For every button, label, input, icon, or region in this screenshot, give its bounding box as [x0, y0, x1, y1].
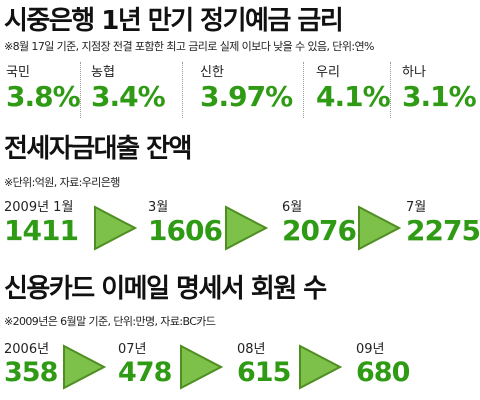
rate-value: 3.97% — [200, 80, 293, 113]
member-value: 478 — [118, 357, 172, 388]
period-label: 2009년 1월 — [4, 200, 74, 215]
deposit-rates-note: ※8월 17일 기준, 지점장 전결 포함한 최고 금리로 실제 이보다 낮을 … — [4, 40, 374, 53]
bank-name: 신한 — [200, 65, 224, 80]
bank-name: 국민 — [6, 65, 30, 80]
rate-value: 3.1% — [402, 80, 477, 113]
section-title-jeonse-loan: 전세자금대출 잔액 — [4, 134, 192, 164]
card-item-1: 2006년 358 — [4, 342, 58, 388]
member-value: 358 — [4, 357, 58, 388]
rate-item-nonghyup: 농협 3.4% — [91, 65, 166, 113]
divider — [182, 62, 183, 118]
year-label: 2006년 — [4, 342, 50, 357]
year-label: 09년 — [356, 342, 385, 357]
jeonse-item-4: 7월 2275 — [406, 201, 480, 245]
year-label: 08년 — [237, 342, 266, 357]
rate-value: 4.1% — [316, 80, 391, 113]
bank-name: 농협 — [91, 65, 115, 80]
divider — [390, 62, 391, 118]
jeonse-loan-note: ※단위:억원, 자료:우리은행 — [4, 176, 120, 189]
loan-value: 2076 — [282, 214, 357, 247]
card-email-note: ※2009년은 6월말 기준, 단위:만명, 자료:BC카드 — [4, 315, 216, 328]
arrow-right-icon — [299, 344, 342, 390]
arrow-right-icon — [358, 205, 401, 251]
rate-item-woori: 우리 4.1% — [316, 65, 391, 113]
section-title-card-email: 신용카드 이메일 명세서 회원 수 — [4, 274, 327, 304]
period-label: 7월 — [406, 200, 427, 215]
bank-name: 우리 — [316, 65, 340, 80]
member-value: 615 — [237, 357, 291, 388]
year-label: 07년 — [118, 342, 147, 357]
divider — [303, 62, 304, 118]
loan-value: 2275 — [406, 214, 480, 247]
card-item-3: 08년 615 — [237, 342, 291, 388]
arrow-right-icon — [225, 205, 268, 251]
rate-value: 3.4% — [91, 80, 166, 113]
card-item-2: 07년 478 — [118, 342, 172, 388]
member-value: 680 — [356, 357, 410, 388]
divider — [80, 62, 81, 118]
jeonse-item-1: 2009년 1월 1411 — [4, 200, 79, 247]
rate-item-kookmin: 국민 3.8% — [6, 65, 81, 113]
loan-value: 1606 — [148, 214, 223, 247]
period-label: 3월 — [148, 200, 169, 215]
arrow-right-icon — [180, 344, 223, 390]
arrow-right-icon — [63, 344, 106, 390]
bank-name: 하나 — [402, 65, 426, 80]
rate-value: 3.8% — [6, 80, 81, 113]
rate-item-shinhan: 신한 3.97% — [200, 65, 293, 113]
jeonse-item-3: 6월 2076 — [282, 200, 357, 247]
jeonse-item-2: 3월 1606 — [148, 200, 223, 247]
card-item-4: 09년 680 — [356, 342, 410, 388]
rate-item-hana: 하나 3.1% — [402, 65, 477, 113]
section-title-deposit-rates: 시중은행 1년 만기 정기예금 금리 — [4, 6, 344, 36]
period-label: 6월 — [282, 200, 303, 215]
arrow-right-icon — [94, 205, 137, 251]
loan-value: 1411 — [4, 214, 79, 247]
